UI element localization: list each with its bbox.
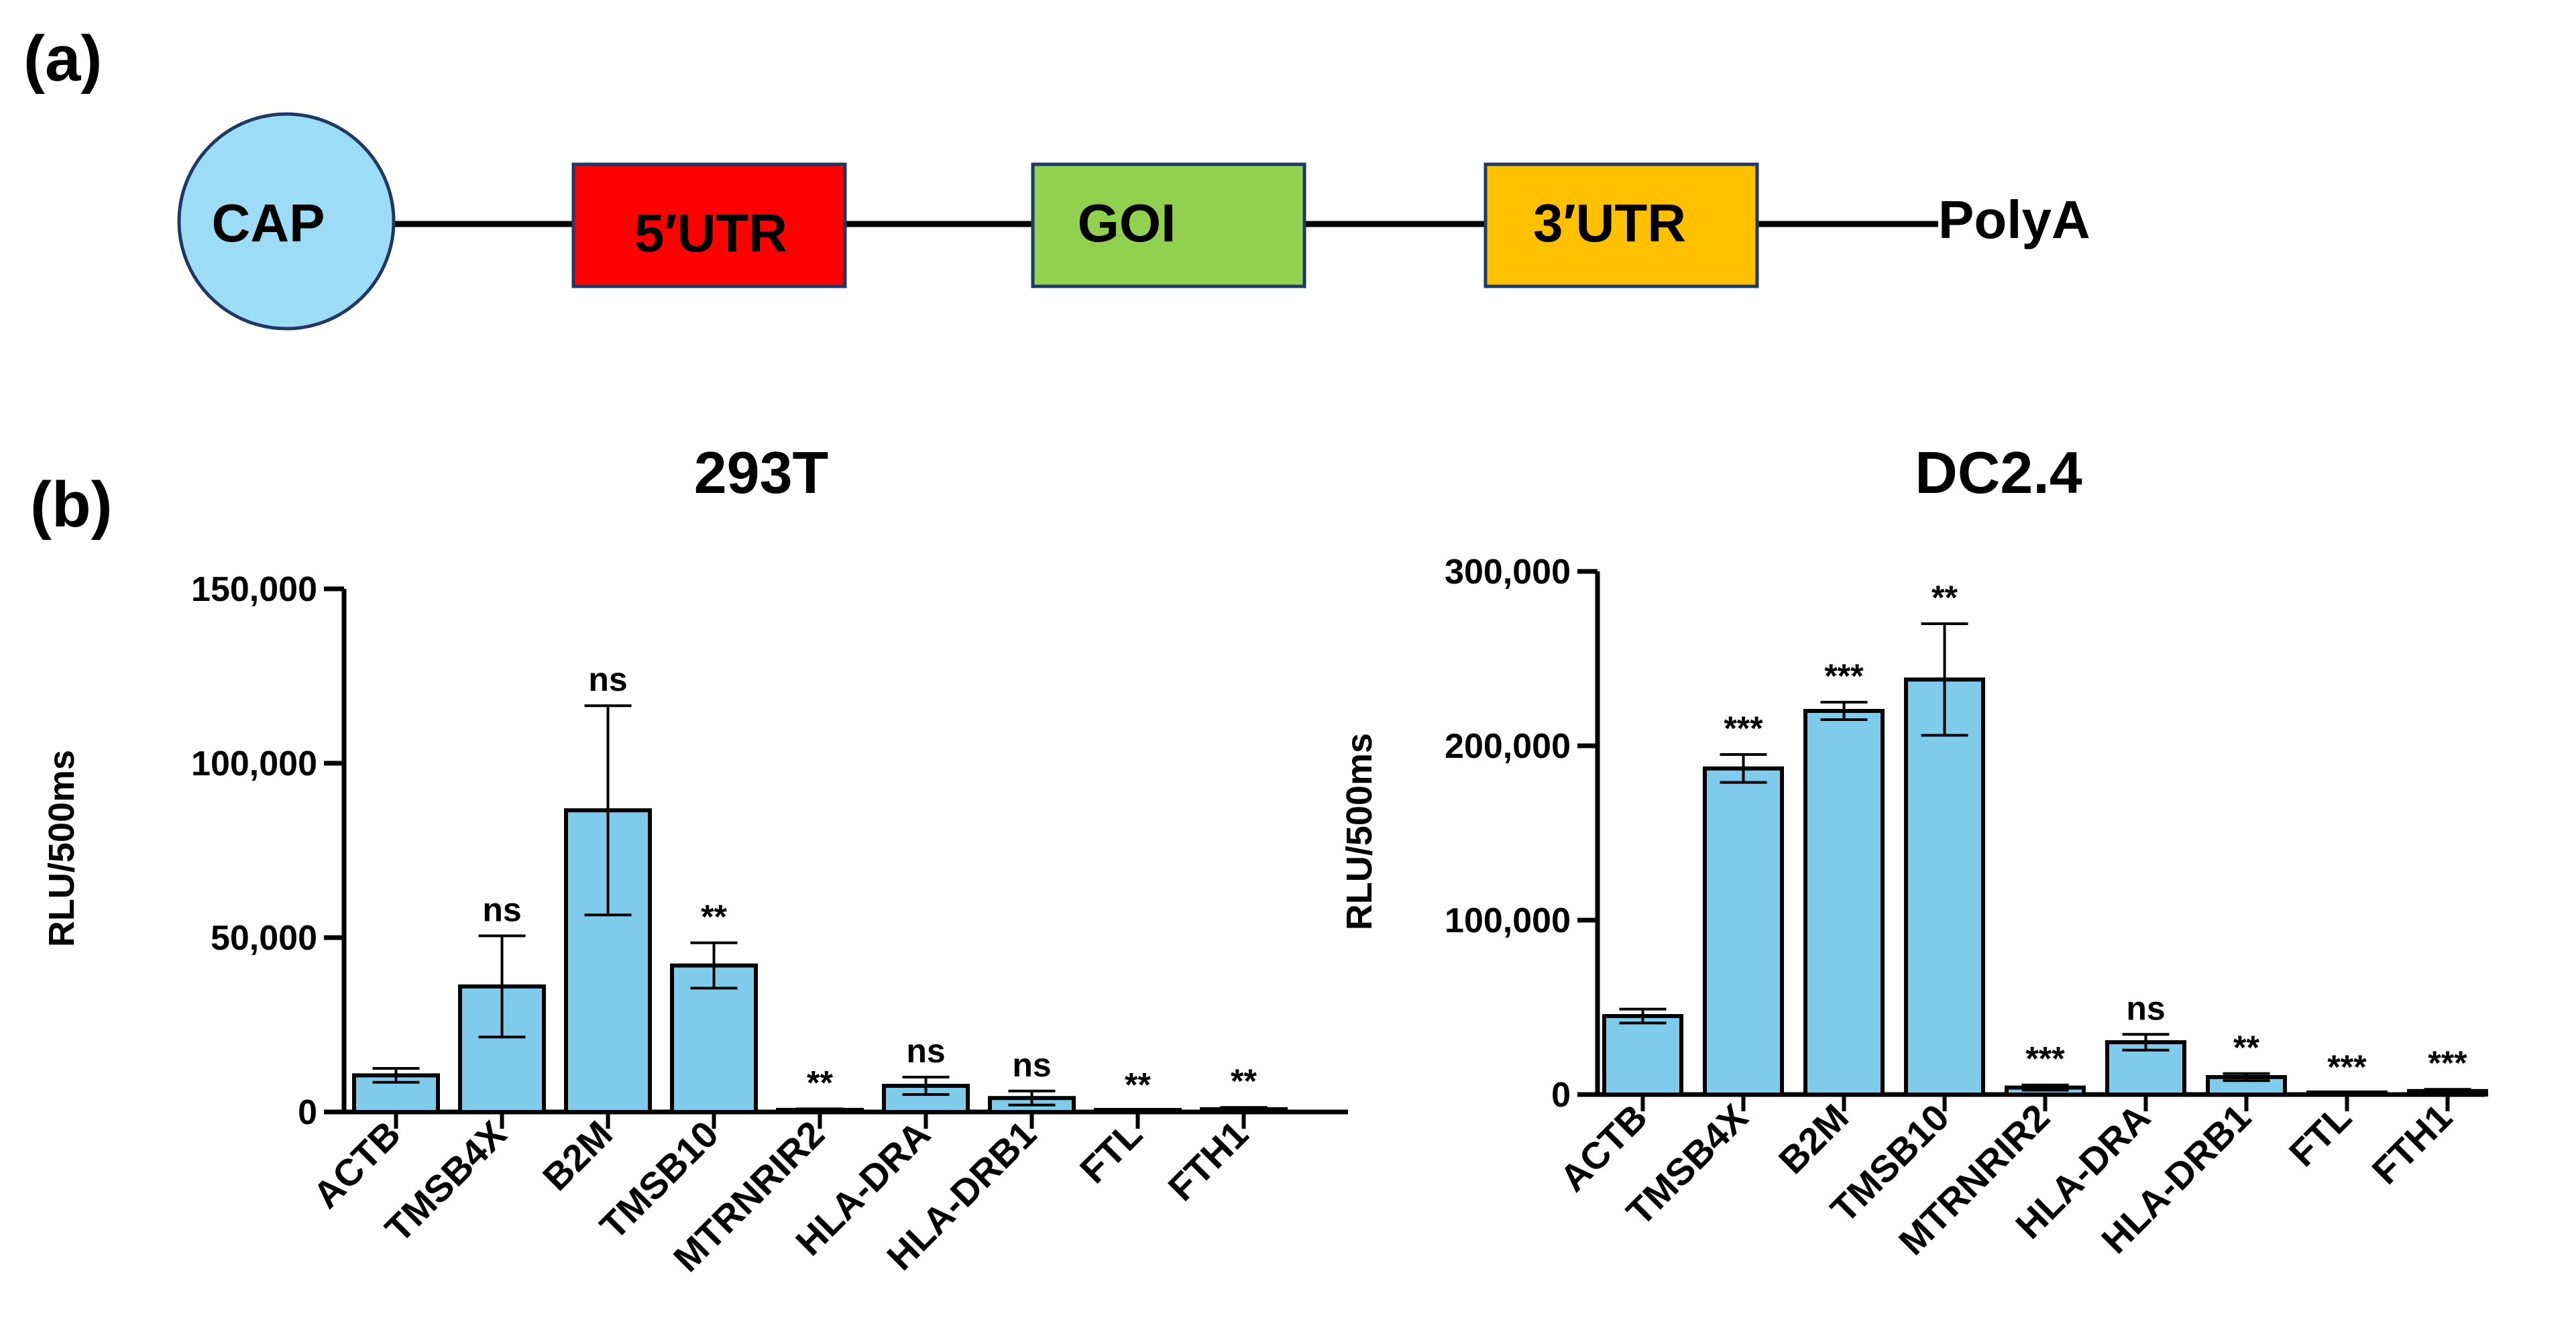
goi-box (1031, 162, 1306, 288)
3utr-label: 3′UTR (1533, 193, 1686, 253)
mrna-construct-diagram: CAP 5′UTR GOI 3′UTR PolyA (177, 112, 2090, 331)
y-tick-label: 300,000 (1445, 553, 1571, 592)
significance-label: ** (1125, 1066, 1151, 1103)
significance-label: ns (588, 661, 627, 698)
polya-label: PolyA (1938, 190, 2090, 249)
x-tick-label: FTH1 (2363, 1096, 2460, 1192)
cap-label: CAP (212, 193, 325, 253)
significance-label: ns (482, 891, 521, 928)
x-tick-label: FTH1 (1160, 1113, 1256, 1209)
chart-title: 293T (694, 439, 829, 506)
y-axis-label: RLU/500ms (42, 750, 82, 947)
x-tick-label: ACTB (304, 1113, 408, 1217)
3utr-box (1483, 162, 1759, 288)
y-tick-label: 100,000 (1445, 901, 1571, 940)
bar (1703, 766, 1784, 1097)
bar (1602, 1014, 1683, 1097)
significance-label: ** (701, 898, 727, 936)
significance-label: ns (1012, 1046, 1051, 1084)
y-tick-label: 100,000 (191, 744, 317, 783)
y-axis-label: RLU/500ms (1339, 733, 1380, 930)
significance-label: *** (1724, 710, 1763, 747)
y-tick-label: 0 (1551, 1076, 1571, 1115)
y-tick-label: 200,000 (1445, 727, 1571, 766)
significance-label: ** (807, 1064, 833, 1101)
significance-label: *** (2025, 1040, 2065, 1078)
chart-title: DC2.4 (1915, 439, 2082, 506)
y-tick-label: 0 (298, 1093, 317, 1132)
goi-label: GOI (1078, 193, 1176, 253)
significance-label: *** (1824, 657, 1864, 695)
panel-b-label: (b) (30, 469, 113, 541)
chart-dc24: DC2.4RLU/500ms0100,000200,000300,000ACTB… (1339, 439, 2488, 1263)
cap-circle (177, 112, 396, 331)
bar (1904, 677, 1985, 1097)
5utr-label: 5′UTR (634, 203, 787, 263)
significance-label: *** (2327, 1048, 2367, 1086)
chart-293t: 293T RLU/500ms 0 50,000 100,000 150,000 ACTB ns… (42, 439, 1348, 1280)
bar (1803, 709, 1885, 1097)
significance-label: *** (2428, 1044, 2467, 1082)
significance-label: ** (1231, 1062, 1257, 1100)
significance-label: ** (1931, 579, 1958, 616)
panel-a-label: (a) (23, 23, 102, 95)
significance-label: ** (2233, 1029, 2259, 1066)
significance-label: ns (906, 1032, 945, 1070)
y-tick-label: 50,000 (211, 919, 317, 958)
significance-label: ns (2126, 989, 2165, 1027)
5utr-box (571, 162, 847, 288)
y-tick-label: 150,000 (191, 570, 317, 609)
